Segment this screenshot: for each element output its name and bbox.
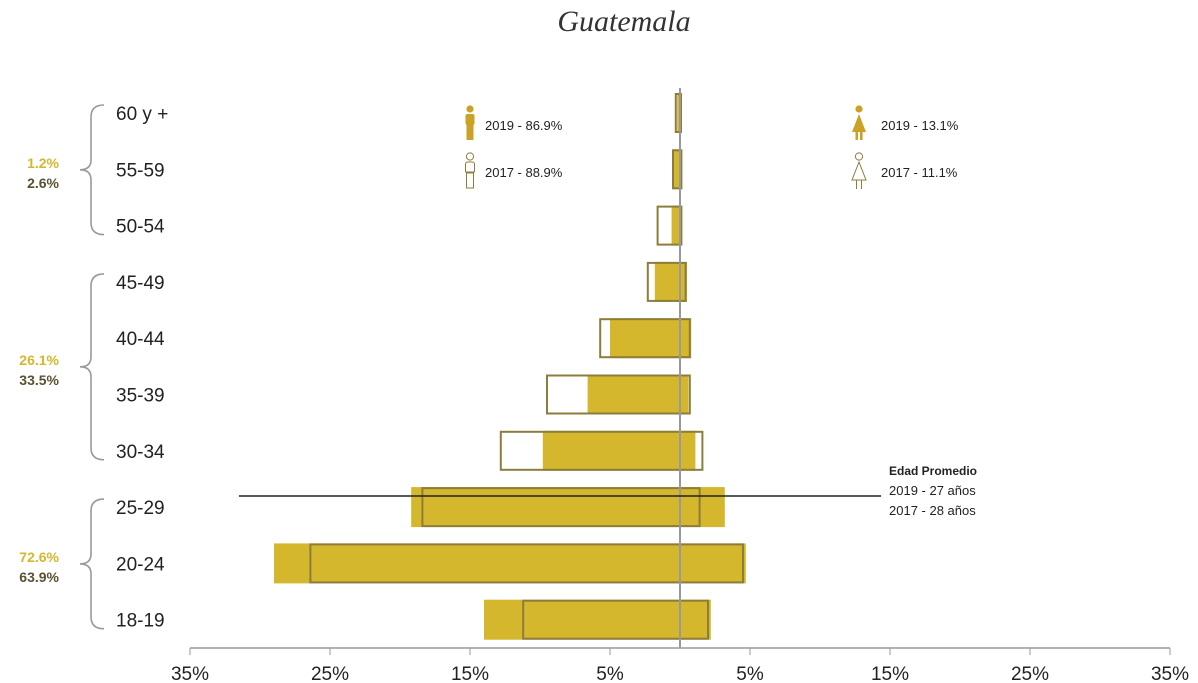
- group-bracket: [79, 498, 105, 630]
- x-tick-label: 5%: [736, 664, 764, 683]
- female-filled-icon: [852, 105, 866, 140]
- x-tick-label: 35%: [1151, 664, 1189, 683]
- axis-layer: 35% 25% 15% 5% 5% 15% 25% 35%: [171, 88, 1189, 683]
- age-group-label: 30-34: [116, 442, 165, 463]
- bar-female-2019: [680, 318, 692, 359]
- legend-female-2017: 2017 - 11.1%: [851, 152, 958, 189]
- average-age-2017: 2017 - 28 años: [889, 503, 976, 518]
- female-outline-icon: [851, 152, 867, 189]
- age-group-label: 35-39: [116, 386, 165, 407]
- age-labels-layer: 60 y + 55-59 50-54 45-49 40-44 35-39 30-34 25-2…: [116, 104, 168, 632]
- legend-label: 2017 - 88.9%: [485, 165, 563, 180]
- age-group-label: 20-24: [116, 554, 165, 575]
- group-pct-2019: 72.6%: [19, 549, 59, 565]
- bar-male-2019: [654, 261, 680, 302]
- x-tick-label: 5%: [596, 664, 624, 683]
- bar-male-2019: [671, 205, 680, 246]
- bar-male-2019: [677, 93, 680, 133]
- bar-female-2019: [680, 599, 711, 640]
- age-group-label: 60 y +: [116, 104, 168, 125]
- bar-female-2019: [680, 374, 689, 415]
- group-pct-2019: 1.2%: [27, 155, 59, 171]
- age-group-label: 55-59: [116, 160, 165, 181]
- group-bracket: [79, 104, 105, 236]
- chart-title: Guatemala: [557, 5, 690, 38]
- average-age-title: Edad Promedio: [889, 464, 977, 478]
- bar-male-2019: [542, 430, 680, 471]
- age-group-label: 40-44: [116, 329, 165, 350]
- bar-male-2019: [274, 543, 680, 584]
- x-tick-label: 15%: [451, 664, 489, 683]
- bar-male-2019: [610, 318, 680, 359]
- group-pct-2019: 26.1%: [19, 352, 59, 368]
- group-pct-2017: 2.6%: [27, 175, 59, 191]
- average-age-2019: 2019 - 27 años: [889, 483, 976, 498]
- x-tick-label: 25%: [311, 664, 349, 683]
- bar-male-2019: [587, 374, 680, 415]
- bar-male-2019: [411, 487, 680, 528]
- legend-male-2017: 2017 - 88.9%: [465, 152, 563, 189]
- legend: 2019 - 86.9% 2017 - 88.9% 2019 - 13.1%: [465, 105, 959, 189]
- bar-female-2019: [680, 543, 746, 584]
- age-group-label: 18-19: [116, 611, 165, 632]
- bars-layer: [274, 93, 746, 640]
- age-group-label: 25-29: [116, 498, 165, 519]
- age-group-label: 50-54: [116, 217, 165, 238]
- male-filled-icon: [465, 105, 475, 140]
- age-group-brackets: 1.2% 2.6% 26.1% 33.5% 72.6% 63.9%: [19, 104, 105, 630]
- group-pct-2017: 63.9%: [19, 569, 59, 585]
- bar-female-2019: [680, 487, 725, 528]
- group-pct-2017: 33.5%: [19, 372, 59, 388]
- x-tick-label: 25%: [1011, 664, 1049, 683]
- bar-male-2019: [484, 599, 680, 640]
- legend-label: 2019 - 86.9%: [485, 118, 563, 133]
- legend-female-2019: 2019 - 13.1%: [852, 105, 959, 140]
- age-group-label: 45-49: [116, 273, 165, 294]
- legend-label: 2019 - 13.1%: [881, 118, 959, 133]
- bar-female-2019: [680, 430, 696, 471]
- average-age-annotation: Edad Promedio 2019 - 27 años 2017 - 28 a…: [239, 464, 977, 518]
- male-outline-icon: [465, 152, 475, 189]
- legend-male-2019: 2019 - 86.9%: [465, 105, 563, 140]
- x-tick-label: 15%: [871, 664, 909, 683]
- x-tick-label: 35%: [171, 664, 209, 683]
- legend-label: 2017 - 11.1%: [881, 165, 958, 180]
- bar-male-2019: [673, 149, 680, 190]
- bar-female-2019: [680, 261, 687, 302]
- group-bracket: [79, 273, 105, 461]
